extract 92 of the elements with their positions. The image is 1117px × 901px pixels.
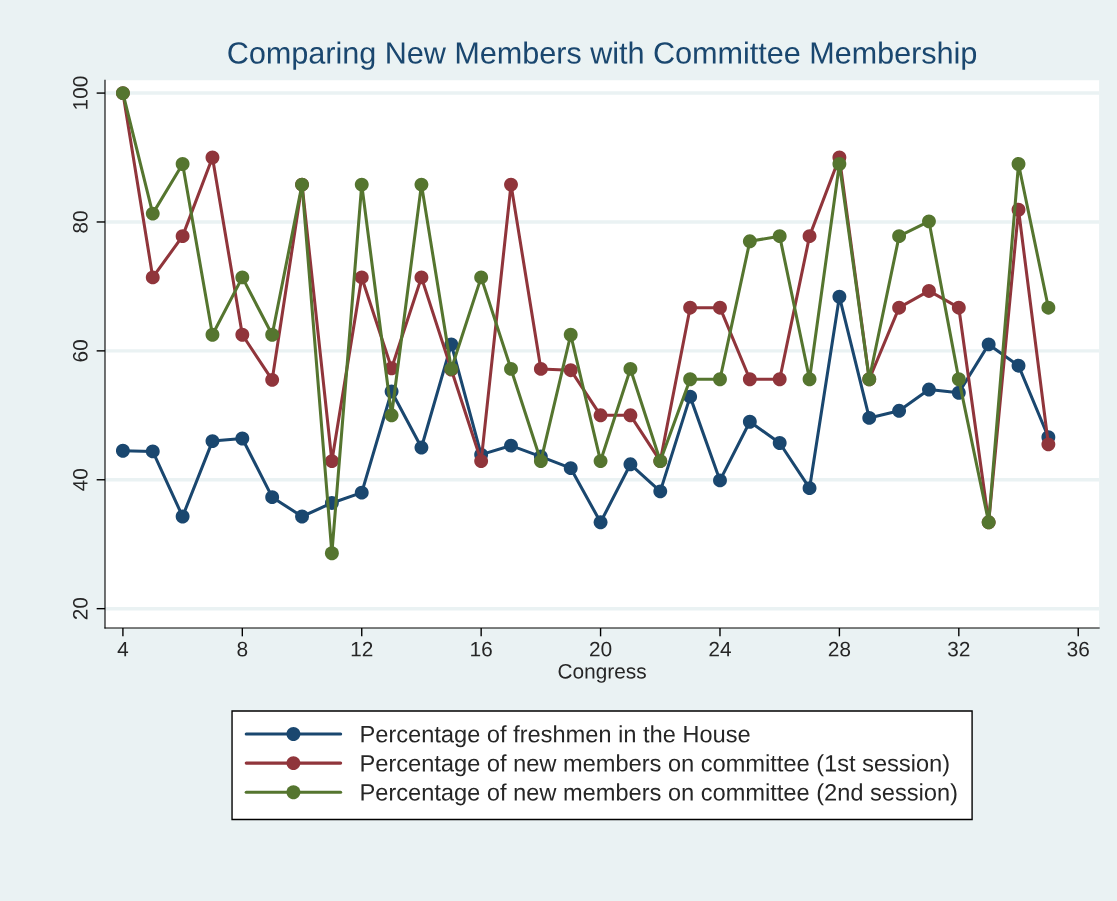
point xyxy=(145,270,160,285)
point xyxy=(713,372,727,387)
point xyxy=(354,485,369,500)
point xyxy=(713,473,727,488)
point xyxy=(504,177,518,192)
point xyxy=(1041,437,1056,452)
point xyxy=(862,410,877,425)
point xyxy=(742,234,757,249)
y-tick-label: 40 xyxy=(72,468,88,491)
point xyxy=(772,372,787,387)
point xyxy=(414,177,429,192)
point xyxy=(772,436,787,450)
point xyxy=(922,283,936,298)
point xyxy=(653,484,668,499)
point xyxy=(175,509,190,524)
point xyxy=(892,229,907,244)
point xyxy=(593,454,608,469)
legend-label: Percentage of new members on committee (2nd session) xyxy=(361,783,957,806)
point xyxy=(235,270,250,285)
y-tick-label: 60 xyxy=(72,340,88,362)
y-tick-label: 100 xyxy=(72,76,88,109)
point xyxy=(802,229,817,244)
point xyxy=(1041,300,1056,315)
point xyxy=(414,440,429,455)
point xyxy=(742,414,757,429)
point xyxy=(832,157,847,171)
point xyxy=(1011,358,1026,373)
x-tick-label: 12 xyxy=(351,641,373,657)
point xyxy=(205,150,220,165)
point xyxy=(474,454,489,469)
point xyxy=(623,408,638,423)
point xyxy=(892,403,907,418)
point xyxy=(593,515,608,530)
chart-title: Comparing New Members with Committee Membership xyxy=(228,41,977,70)
point xyxy=(1011,157,1026,171)
point xyxy=(504,361,518,376)
point xyxy=(951,372,966,387)
point xyxy=(474,270,489,285)
point xyxy=(623,361,638,376)
point xyxy=(354,270,369,285)
point xyxy=(265,327,280,342)
point xyxy=(354,177,369,192)
point xyxy=(922,382,936,397)
x-tick-label: 8 xyxy=(237,641,248,657)
point xyxy=(533,361,548,376)
point xyxy=(414,270,429,285)
point xyxy=(563,363,578,378)
x-tick-label: 16 xyxy=(471,641,492,657)
y-tick-label: 80 xyxy=(72,211,88,233)
point xyxy=(175,157,190,171)
legend-label: Percentage of new members on committee (1st session) xyxy=(361,754,949,777)
point xyxy=(832,289,847,304)
point xyxy=(265,490,280,505)
point xyxy=(145,206,160,221)
x-tick-label: 4 xyxy=(117,641,129,657)
point xyxy=(922,214,936,229)
point xyxy=(683,372,698,387)
point xyxy=(742,372,757,387)
point xyxy=(324,454,339,469)
point xyxy=(384,408,399,423)
point xyxy=(563,327,578,342)
point xyxy=(802,372,817,387)
point xyxy=(951,300,966,315)
point xyxy=(235,431,250,446)
point xyxy=(623,457,638,472)
point xyxy=(504,438,518,453)
point xyxy=(324,546,339,561)
x-tick-label: 32 xyxy=(948,641,970,657)
point xyxy=(802,481,817,496)
point xyxy=(683,300,698,315)
x-tick-label: 28 xyxy=(828,641,851,657)
point xyxy=(295,509,309,524)
point xyxy=(892,300,907,315)
point xyxy=(115,443,130,458)
point xyxy=(235,327,250,342)
point xyxy=(205,327,220,342)
x-tick-label: 36 xyxy=(1067,641,1089,657)
point xyxy=(981,337,996,352)
x-tick-label: 20 xyxy=(590,641,612,657)
point xyxy=(713,300,727,315)
x-axis-title: Congress xyxy=(558,663,646,683)
legend-label: Percentage of freshmen in the House xyxy=(361,725,750,748)
point xyxy=(593,408,608,423)
point xyxy=(205,434,220,449)
point xyxy=(145,444,160,459)
point xyxy=(175,229,190,244)
point xyxy=(563,461,578,476)
point xyxy=(772,229,787,244)
x-tick-label: 24 xyxy=(709,641,731,657)
point xyxy=(265,372,280,387)
y-tick-label: 20 xyxy=(72,597,88,620)
point xyxy=(533,454,548,469)
